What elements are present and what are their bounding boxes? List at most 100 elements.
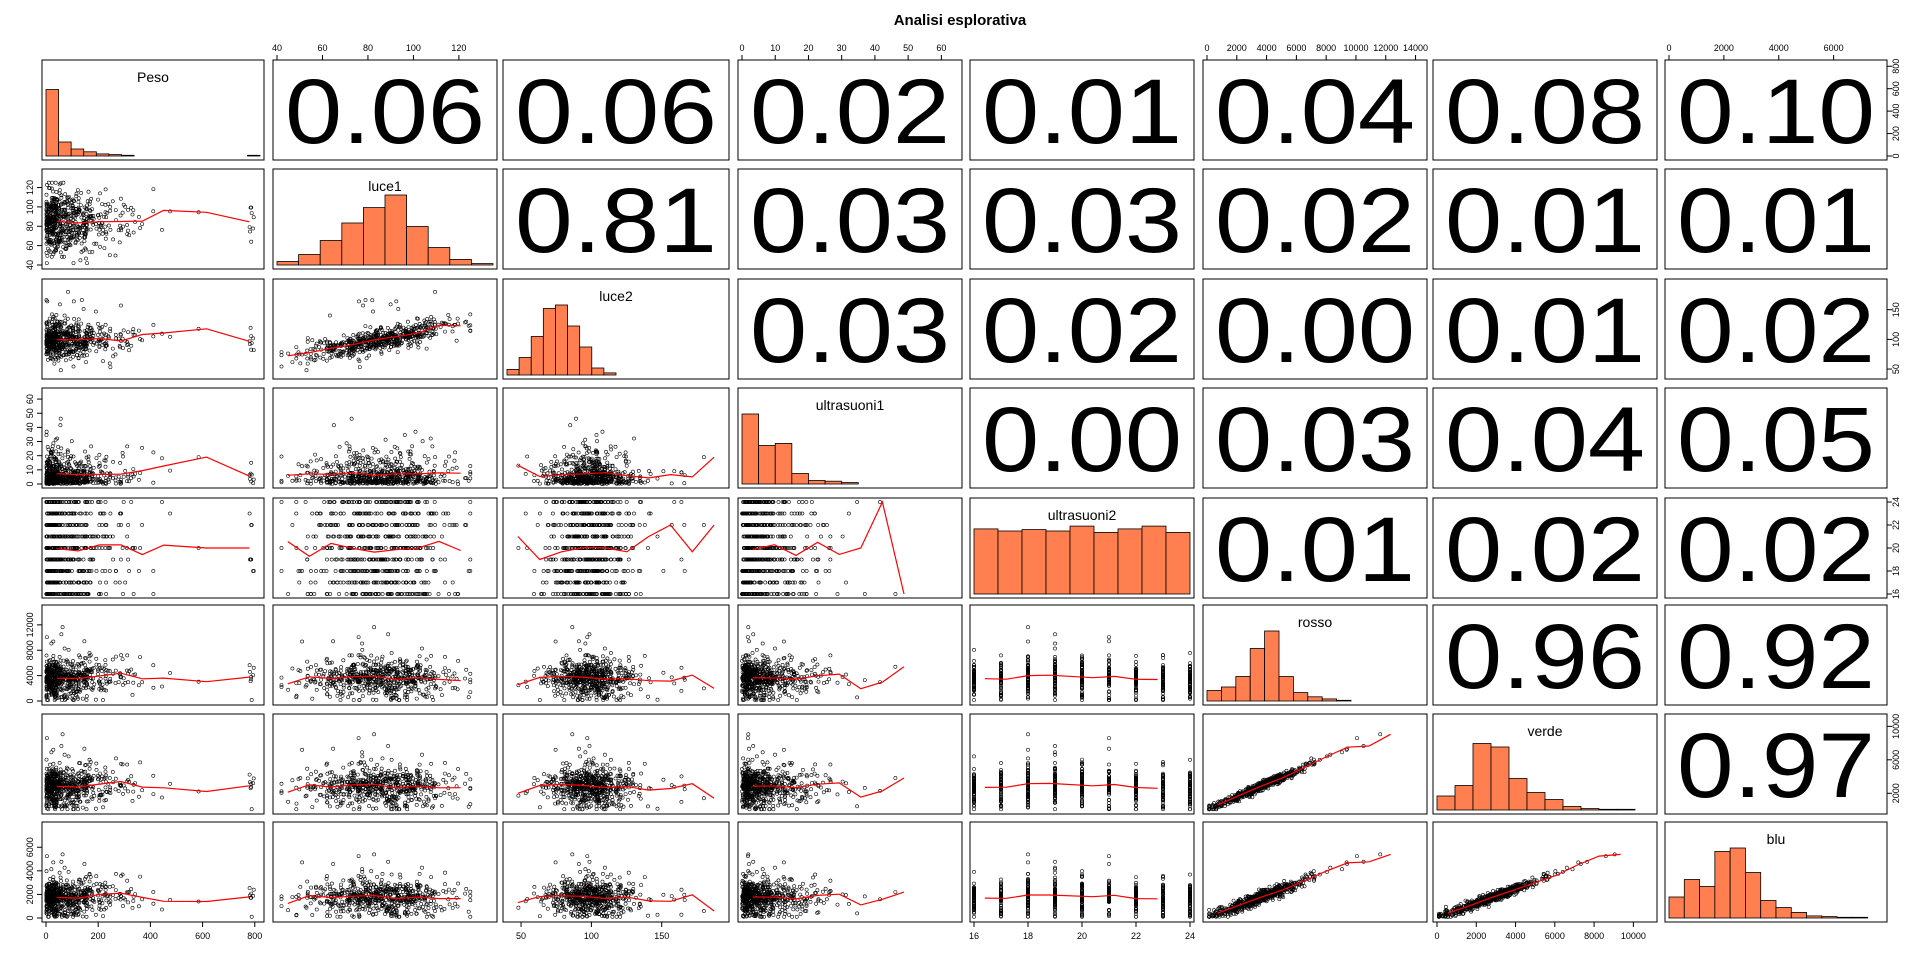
scatter-point (113, 580, 118, 585)
scatter-point (432, 463, 437, 468)
scatter-point (94, 569, 99, 573)
scatter-point (447, 592, 451, 596)
scatter-point (416, 345, 421, 350)
scatter-point (138, 471, 143, 476)
scatter-point (396, 580, 401, 585)
scatter-point (127, 348, 132, 353)
scatter-point (349, 416, 354, 421)
scatter-point (279, 353, 284, 358)
scatter-point (98, 580, 102, 585)
scatter-point (98, 191, 102, 196)
scatter-point (604, 449, 608, 454)
scatter-point (103, 187, 108, 192)
scatter-point (71, 364, 76, 369)
scatter-point (454, 465, 459, 470)
scatter-point (305, 557, 310, 562)
scatter-point (126, 228, 131, 233)
scatter-point (64, 229, 69, 234)
scatter-point (82, 239, 87, 244)
scatter-point (56, 452, 61, 457)
scatter-point (87, 202, 92, 207)
scatter-point (62, 462, 67, 467)
scatter-point (655, 476, 660, 481)
scatter-point (410, 444, 415, 449)
scatter-point (380, 592, 385, 596)
scatter-point (279, 569, 284, 573)
histogram-bar (341, 222, 364, 266)
scatter-point (44, 250, 49, 255)
scatter-point (103, 347, 108, 352)
scatter-point (45, 229, 50, 234)
scatter-point (66, 226, 71, 231)
scatter-point (47, 316, 52, 321)
scatter-point (100, 202, 105, 207)
scatter-point (54, 313, 59, 317)
scatter-point (71, 454, 76, 459)
scatter-point (366, 457, 370, 462)
scatter-point (151, 209, 156, 214)
scatter-point (100, 231, 105, 236)
scatter-point (357, 463, 362, 468)
scatter-point (669, 481, 674, 486)
scatter-point (136, 214, 141, 219)
scatter-point (54, 449, 58, 454)
scatter-point (428, 436, 433, 441)
histogram-bar (121, 154, 135, 157)
scatter-point (248, 476, 252, 481)
histogram-bar (555, 304, 568, 376)
scatter-point (617, 451, 622, 456)
scatter-point (571, 452, 575, 457)
scatter-point (66, 237, 71, 242)
scatter-point (446, 469, 451, 473)
scatter-point (438, 557, 443, 562)
scatter-point (371, 534, 375, 539)
scatter-point (76, 317, 81, 322)
histogram-bar (45, 89, 59, 157)
histogram-bar (406, 226, 429, 266)
scatter-point (108, 329, 113, 334)
scatter-point (71, 299, 76, 304)
scatter-point (303, 500, 308, 504)
scatter-point (96, 232, 101, 237)
scatter-point (58, 250, 63, 255)
scatter-point (130, 212, 135, 217)
scatter-point (279, 546, 284, 550)
scatter-point (420, 534, 425, 539)
scatter-point (447, 454, 451, 459)
scatter-point (83, 449, 87, 454)
scatter-point (682, 481, 687, 486)
scatter-point (120, 546, 125, 550)
scatter-point (116, 228, 121, 233)
correlation-value: 0.01 (1445, 170, 1645, 272)
histogram-bar (108, 154, 122, 157)
scatter-point (443, 580, 447, 585)
scatter-point (560, 467, 564, 472)
scatter-point (702, 455, 706, 460)
scatter-point (523, 471, 528, 476)
correlation-value: 0.08 (1445, 61, 1645, 163)
scatter-point (549, 464, 554, 469)
scatter-point (436, 592, 441, 596)
scatter-point (47, 230, 52, 235)
scatter-point (608, 444, 613, 449)
scatter-point (129, 343, 134, 348)
scatter-point (77, 235, 82, 240)
scatter-point (89, 444, 94, 449)
scatter-point (312, 592, 317, 596)
scatter-point (305, 336, 310, 341)
scatter-point (251, 226, 256, 231)
scatter-point (136, 477, 141, 482)
scatter-point (160, 500, 164, 504)
scatter-point (123, 580, 128, 585)
scatter-points-luce1-vs-peso (44, 180, 256, 266)
scatter-points-ultrasuoni1-vs-peso (44, 416, 256, 486)
scatter-point (121, 474, 126, 479)
scatter-point (539, 463, 544, 468)
scatter-point (57, 182, 62, 187)
scatter-point (160, 456, 164, 461)
scatter-point (405, 319, 410, 324)
scatter-point (56, 444, 61, 449)
scatter-point (468, 511, 473, 516)
scatter-point (50, 180, 54, 185)
scatter-point (286, 592, 291, 596)
